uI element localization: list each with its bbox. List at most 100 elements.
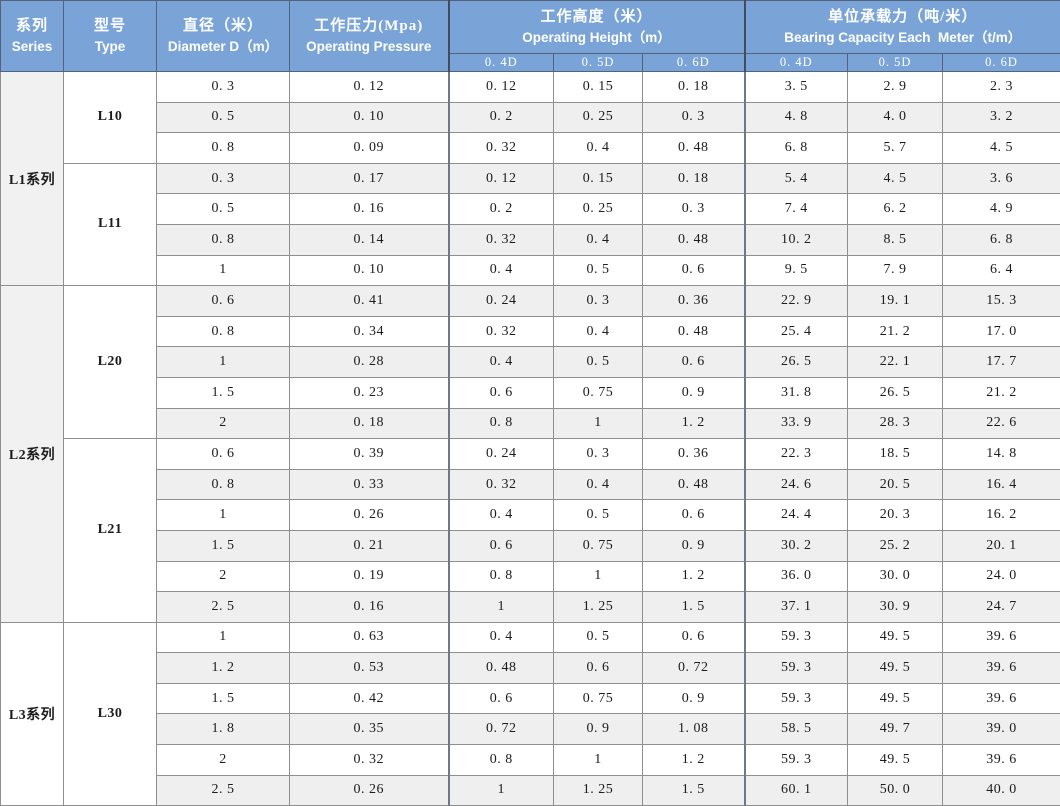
value-cell: 2. 5 [157, 592, 290, 623]
value-cell: 1. 5 [157, 683, 290, 714]
value-cell: 33. 9 [745, 408, 848, 439]
header-pressure-en: Operating Pressure [290, 38, 448, 56]
value-cell: 0. 2 [449, 194, 554, 225]
value-cell: 0. 4 [554, 133, 643, 164]
value-cell: 37. 1 [745, 592, 848, 623]
value-cell: 0. 6 [449, 683, 554, 714]
value-cell: 0. 48 [449, 653, 554, 684]
value-cell: 0. 4 [449, 622, 554, 653]
value-cell: 1. 08 [643, 714, 745, 745]
value-cell: 0. 9 [643, 530, 745, 561]
value-cell: 25. 4 [745, 316, 848, 347]
value-cell: 0. 3 [157, 72, 290, 103]
value-cell: 1 [554, 561, 643, 592]
value-cell: 16. 2 [943, 500, 1060, 531]
value-cell: 0. 8 [157, 469, 290, 500]
value-cell: 4. 5 [848, 163, 943, 194]
value-cell: 0. 32 [449, 469, 554, 500]
value-cell: 20. 1 [943, 530, 1060, 561]
value-cell: 4. 8 [745, 102, 848, 133]
value-cell: 0. 9 [643, 683, 745, 714]
subheader-height-06d: 0. 6D [643, 54, 745, 72]
value-cell: 59. 3 [745, 745, 848, 776]
value-cell: 31. 8 [745, 377, 848, 408]
value-cell: 6. 8 [943, 224, 1060, 255]
value-cell: 0. 10 [290, 255, 449, 286]
value-cell: 39. 6 [943, 653, 1060, 684]
header-type: 型号 Type [64, 1, 157, 72]
value-cell: 49. 5 [848, 683, 943, 714]
value-cell: 1 [157, 622, 290, 653]
value-cell: 16. 4 [943, 469, 1060, 500]
value-cell: 0. 32 [449, 224, 554, 255]
value-cell: 0. 18 [290, 408, 449, 439]
value-cell: 2 [157, 408, 290, 439]
value-cell: 1. 25 [554, 592, 643, 623]
value-cell: 1 [554, 408, 643, 439]
header-capacity-group: 单位承载力（吨/米） Bearing Capacity Each Meter（t… [745, 1, 1060, 54]
value-cell: 1. 5 [643, 592, 745, 623]
value-cell: 0. 5 [157, 194, 290, 225]
value-cell: 3. 5 [745, 72, 848, 103]
type-cell: L30 [64, 622, 157, 806]
value-cell: 0. 35 [290, 714, 449, 745]
value-cell: 49. 5 [848, 622, 943, 653]
header-height-en: Operating Height（m） [450, 29, 744, 47]
value-cell: 1 [157, 347, 290, 378]
value-cell: 0. 2 [449, 102, 554, 133]
header-type-zh: 型号 [64, 16, 156, 38]
value-cell: 0. 32 [290, 745, 449, 776]
value-cell: 22. 3 [745, 439, 848, 470]
value-cell: 0. 9 [643, 377, 745, 408]
value-cell: 30. 0 [848, 561, 943, 592]
series-cell: L2系列 [1, 286, 64, 623]
header-diameter-en: Diameter D（m） [157, 38, 289, 56]
header-main-row: 系列 Series 型号 Type 直径（米） Diameter D（m） 工作… [1, 1, 1060, 54]
value-cell: 0. 3 [643, 194, 745, 225]
value-cell: 30. 2 [745, 530, 848, 561]
value-cell: 0. 3 [554, 286, 643, 317]
value-cell: 0. 12 [449, 72, 554, 103]
value-cell: 0. 6 [449, 377, 554, 408]
value-cell: 0. 75 [554, 530, 643, 561]
header-capacity-zh: 单位承载力（吨/米） [746, 7, 1060, 29]
type-cell: L20 [64, 286, 157, 439]
value-cell: 0. 6 [449, 530, 554, 561]
value-cell: 22. 6 [943, 408, 1060, 439]
value-cell: 5. 7 [848, 133, 943, 164]
value-cell: 1 [554, 745, 643, 776]
series-cell: L1系列 [1, 72, 64, 286]
value-cell: 2 [157, 561, 290, 592]
value-cell: 0. 8 [449, 561, 554, 592]
value-cell: 0. 5 [554, 500, 643, 531]
value-cell: 0. 72 [449, 714, 554, 745]
value-cell: 0. 15 [554, 72, 643, 103]
value-cell: 28. 3 [848, 408, 943, 439]
value-cell: 58. 5 [745, 714, 848, 745]
value-cell: 14. 8 [943, 439, 1060, 470]
value-cell: 39. 6 [943, 745, 1060, 776]
value-cell: 0. 4 [554, 224, 643, 255]
value-cell: 4. 0 [848, 102, 943, 133]
value-cell: 0. 6 [157, 286, 290, 317]
value-cell: 9. 5 [745, 255, 848, 286]
value-cell: 7. 9 [848, 255, 943, 286]
value-cell: 3. 6 [943, 163, 1060, 194]
value-cell: 6. 4 [943, 255, 1060, 286]
type-cell: L10 [64, 72, 157, 164]
value-cell: 24. 6 [745, 469, 848, 500]
value-cell: 0. 18 [643, 163, 745, 194]
value-cell: 1 [449, 592, 554, 623]
value-cell: 19. 1 [848, 286, 943, 317]
value-cell: 6. 8 [745, 133, 848, 164]
value-cell: 2 [157, 745, 290, 776]
